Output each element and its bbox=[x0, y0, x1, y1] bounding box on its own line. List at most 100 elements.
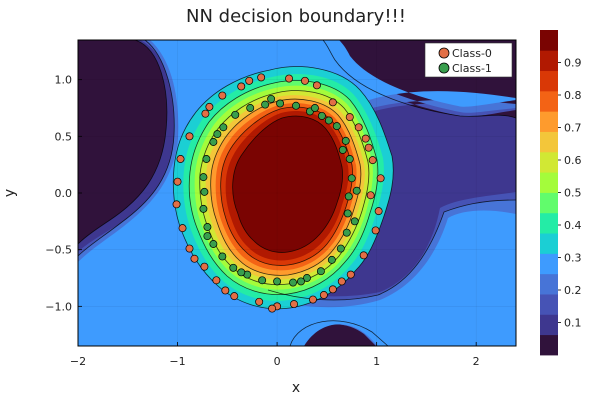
point-class-0 bbox=[308, 295, 317, 304]
point-class-0 bbox=[371, 226, 380, 235]
point-class-0 bbox=[337, 277, 346, 286]
point-class-0 bbox=[290, 300, 298, 309]
legend: Class-0 Class-1 bbox=[424, 42, 513, 78]
data-points bbox=[172, 73, 385, 313]
point-class-0 bbox=[218, 91, 227, 100]
y-tick-label: 0.0 bbox=[55, 187, 73, 200]
point-class-0 bbox=[345, 113, 354, 122]
point-class-0 bbox=[359, 251, 368, 260]
point-class-0 bbox=[221, 286, 230, 295]
point-class-1 bbox=[237, 268, 246, 277]
x-tick-label: 2 bbox=[473, 355, 480, 368]
point-class-0 bbox=[245, 76, 254, 85]
point-class-1 bbox=[336, 244, 345, 253]
point-class-0 bbox=[328, 98, 337, 107]
point-class-1 bbox=[258, 276, 267, 285]
point-class-1 bbox=[332, 122, 341, 131]
y-tick-label: 0.5 bbox=[55, 130, 73, 143]
point-class-0 bbox=[190, 254, 199, 263]
colorbar-tick-label: 0.5 bbox=[564, 187, 582, 200]
point-class-0 bbox=[185, 132, 194, 141]
point-class-0 bbox=[368, 156, 377, 165]
grid bbox=[78, 40, 516, 346]
colorbar-segment bbox=[540, 70, 558, 92]
point-class-1 bbox=[199, 204, 208, 213]
point-class-0 bbox=[257, 73, 266, 82]
point-class-1 bbox=[345, 155, 354, 163]
contour-lines bbox=[78, 40, 516, 346]
point-class-1 bbox=[229, 263, 238, 272]
legend-marker-class-0 bbox=[438, 47, 450, 59]
point-class-1 bbox=[203, 223, 212, 231]
y-axis: −1.0 −0.5 0.0 0.5 1.0 bbox=[45, 74, 82, 313]
point-class-0 bbox=[312, 81, 321, 90]
legend-label-class-0: Class-0 bbox=[452, 47, 492, 60]
point-class-1 bbox=[209, 138, 218, 146]
y-tick-label: 1.0 bbox=[55, 74, 73, 87]
point-class-0 bbox=[173, 177, 182, 186]
point-class-0 bbox=[200, 262, 209, 271]
point-class-1 bbox=[261, 100, 270, 109]
point-class-0 bbox=[230, 292, 239, 301]
point-class-1 bbox=[310, 104, 319, 112]
point-class-1 bbox=[342, 228, 351, 237]
colorbar-segment bbox=[540, 111, 558, 132]
point-class-1 bbox=[289, 278, 297, 287]
colorbar-tick-label: 0.7 bbox=[564, 122, 582, 135]
contour-line bbox=[78, 40, 168, 245]
point-class-0 bbox=[301, 76, 309, 85]
colorbar-tick-label: 0.2 bbox=[564, 284, 582, 297]
point-class-0 bbox=[185, 244, 194, 253]
colorbar-tick-label: 0.6 bbox=[564, 154, 582, 167]
point-class-1 bbox=[267, 94, 276, 103]
point-class-1 bbox=[219, 123, 228, 132]
point-class-1 bbox=[343, 209, 352, 218]
point-class-1 bbox=[231, 110, 240, 119]
point-class-1 bbox=[297, 277, 305, 286]
contour-line bbox=[267, 199, 516, 301]
x-axis-label: x bbox=[292, 380, 300, 396]
point-class-1 bbox=[303, 274, 311, 282]
point-class-0 bbox=[212, 276, 221, 285]
chart-title: NN decision boundary!!! bbox=[186, 6, 406, 27]
y-tick-label: −1.0 bbox=[45, 300, 72, 313]
point-class-1 bbox=[199, 173, 208, 182]
point-class-1 bbox=[327, 255, 336, 264]
legend-label-class-1: Class-1 bbox=[452, 62, 492, 75]
point-class-0 bbox=[255, 297, 264, 306]
contour-line bbox=[322, 40, 516, 119]
point-class-1 bbox=[352, 186, 361, 195]
point-class-0 bbox=[319, 291, 328, 299]
point-class-1 bbox=[292, 101, 300, 110]
contour-level-4 bbox=[78, 40, 516, 346]
point-class-1 bbox=[338, 145, 347, 154]
colorbar-segment bbox=[540, 233, 558, 254]
point-class-0 bbox=[376, 174, 385, 183]
point-class-1 bbox=[218, 252, 227, 261]
point-class-1 bbox=[202, 155, 211, 163]
colorbar-segment bbox=[540, 212, 558, 234]
point-class-1 bbox=[317, 111, 326, 120]
point-class-0 bbox=[201, 109, 210, 118]
point-class-1 bbox=[316, 267, 325, 276]
point-class-0 bbox=[285, 74, 293, 83]
point-class-0 bbox=[374, 207, 383, 216]
colorbar-segment bbox=[540, 30, 558, 51]
colorbar-segment bbox=[540, 253, 558, 275]
colorbar-tick-label: 0.9 bbox=[564, 57, 582, 70]
point-class-0 bbox=[176, 155, 185, 163]
point-class-1 bbox=[213, 130, 222, 139]
colorbar: 0.1 0.2 0.3 0.4 0.5 0.6 0.7 0.8 0.9 bbox=[540, 30, 582, 356]
x-tick-label: −1 bbox=[169, 355, 185, 368]
colorbar-tick-label: 0.8 bbox=[564, 89, 582, 102]
point-class-0 bbox=[364, 143, 373, 152]
point-class-1 bbox=[203, 232, 212, 241]
point-class-0 bbox=[361, 134, 370, 143]
legend-marker-class-1 bbox=[438, 62, 450, 74]
colorbar-tick-label: 0.3 bbox=[564, 252, 582, 265]
point-class-1 bbox=[273, 277, 282, 286]
point-class-1 bbox=[200, 187, 209, 196]
point-class-1 bbox=[276, 99, 285, 108]
point-class-1 bbox=[246, 104, 255, 112]
